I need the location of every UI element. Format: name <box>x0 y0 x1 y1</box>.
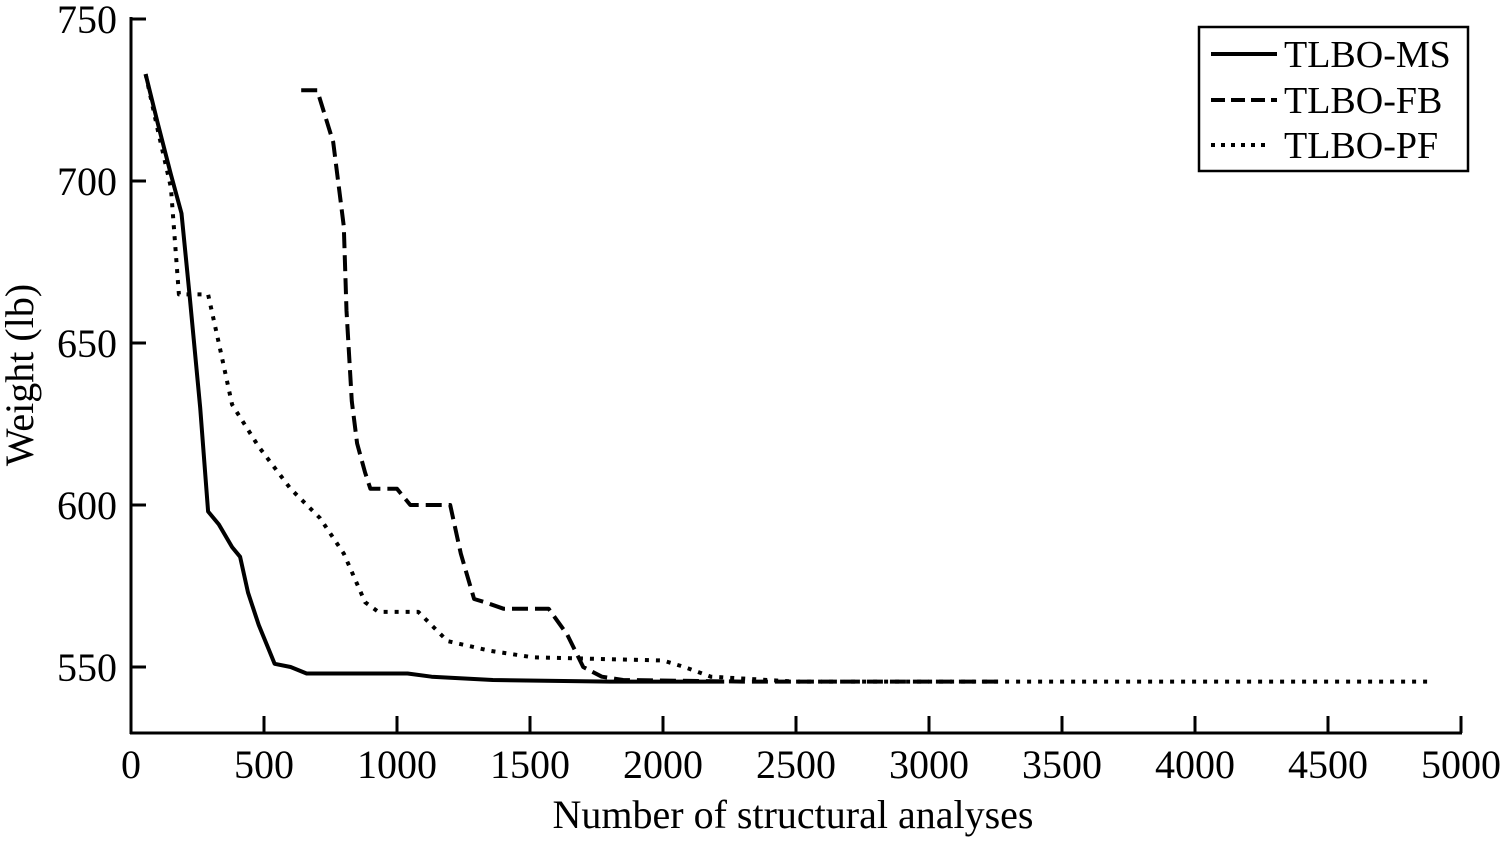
legend-label-fb: TLBO-FB <box>1284 80 1442 122</box>
y-tick-label: 750 <box>57 0 117 42</box>
series-line-tlbo-fb <box>301 88 1001 684</box>
y-tick-label: 650 <box>57 321 117 366</box>
x-tick-label: 500 <box>234 742 294 787</box>
legend-label-pf: TLBO-PF <box>1284 125 1438 167</box>
y-axis-title: Weight (lb) <box>0 284 42 466</box>
x-tick-label: 4500 <box>1288 742 1368 787</box>
y-axis-ticks: 550 600 650 700 750 <box>57 0 146 690</box>
x-tick-label: 4000 <box>1155 742 1235 787</box>
x-tick-label: 5000 <box>1421 742 1500 787</box>
x-tick-label: 0 <box>121 742 141 787</box>
x-tick-label: 3000 <box>889 742 969 787</box>
x-axis-ticks: 0 500 1000 1500 2000 2500 3000 3500 4000 4500 5000 <box>121 716 1500 787</box>
legend-label-ms: TLBO-MS <box>1284 34 1451 76</box>
x-tick-label: 2500 <box>756 742 836 787</box>
x-tick-label: 1000 <box>357 742 437 787</box>
x-axis-title: Number of structural analyses <box>553 792 1034 837</box>
x-tick-label: 3500 <box>1022 742 1102 787</box>
x-tick-label: 1500 <box>490 742 570 787</box>
x-tick-label: 2000 <box>623 742 703 787</box>
y-tick-label: 700 <box>57 159 117 204</box>
y-tick-label: 550 <box>57 645 117 690</box>
y-tick-label: 600 <box>57 483 117 528</box>
legend: TLBO-MS TLBO-FB TLBO-PF <box>1197 25 1470 173</box>
series-line-tlbo-ms <box>143 73 725 684</box>
plot-series-group <box>143 73 1432 684</box>
